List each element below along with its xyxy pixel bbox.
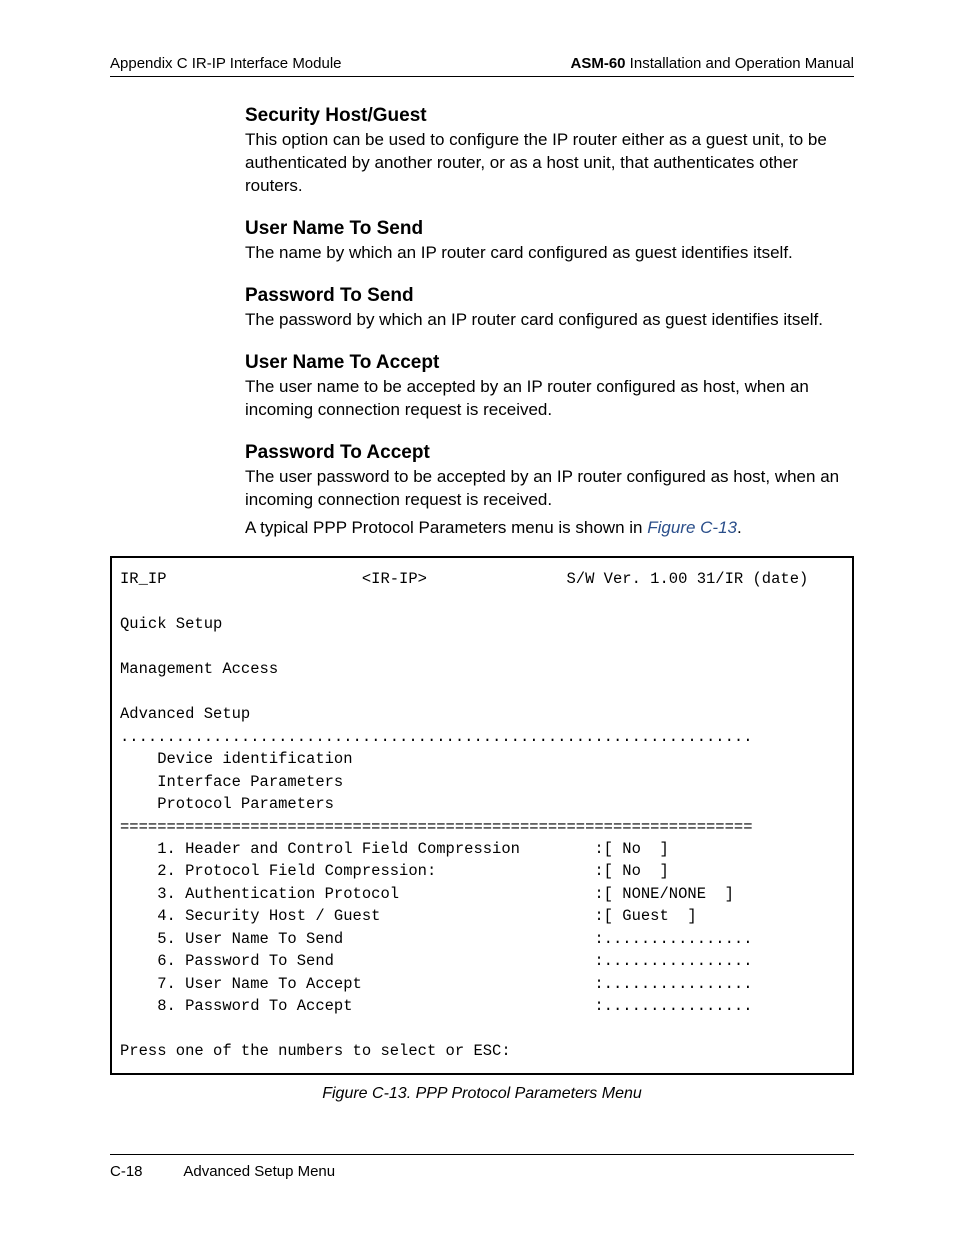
footer-section: Advanced Setup Menu (183, 1163, 335, 1180)
paragraph: The password by which an IP router card … (245, 309, 854, 332)
paragraph: A typical PPP Protocol Parameters menu i… (245, 517, 854, 540)
header-right-bold: ASM-60 (571, 55, 626, 72)
paragraph-text: A typical PPP Protocol Parameters menu i… (245, 518, 647, 537)
paragraph: The user name to be accepted by an IP ro… (245, 376, 854, 422)
page-header: Appendix C IR-IP Interface Module ASM-60… (110, 55, 854, 77)
header-left: Appendix C IR-IP Interface Module (110, 55, 342, 72)
page-footer: C-18 Advanced Setup Menu (110, 1154, 854, 1180)
figure-reference-link[interactable]: Figure C-13 (647, 518, 737, 537)
paragraph: This option can be used to configure the… (245, 129, 854, 198)
page: Appendix C IR-IP Interface Module ASM-60… (0, 0, 954, 1235)
terminal-screen: IR_IP <IR-IP> S/W Ver. 1.00 31/IR (date)… (110, 556, 854, 1074)
section-title: User Name To Send (245, 218, 854, 240)
section-title: Password To Send (245, 285, 854, 307)
paragraph-text: . (737, 518, 742, 537)
header-right-rest: Installation and Operation Manual (626, 55, 854, 72)
page-number: C-18 (110, 1163, 180, 1180)
paragraph: The name by which an IP router card conf… (245, 242, 854, 265)
body-content: Security Host/Guest This option can be u… (245, 105, 854, 1103)
section-title: Security Host/Guest (245, 105, 854, 127)
section-title: User Name To Accept (245, 352, 854, 374)
paragraph: The user password to be accepted by an I… (245, 466, 854, 512)
header-right: ASM-60 Installation and Operation Manual (571, 55, 855, 72)
figure-caption: Figure C-13. PPP Protocol Parameters Men… (110, 1085, 854, 1103)
section-title: Password To Accept (245, 442, 854, 464)
